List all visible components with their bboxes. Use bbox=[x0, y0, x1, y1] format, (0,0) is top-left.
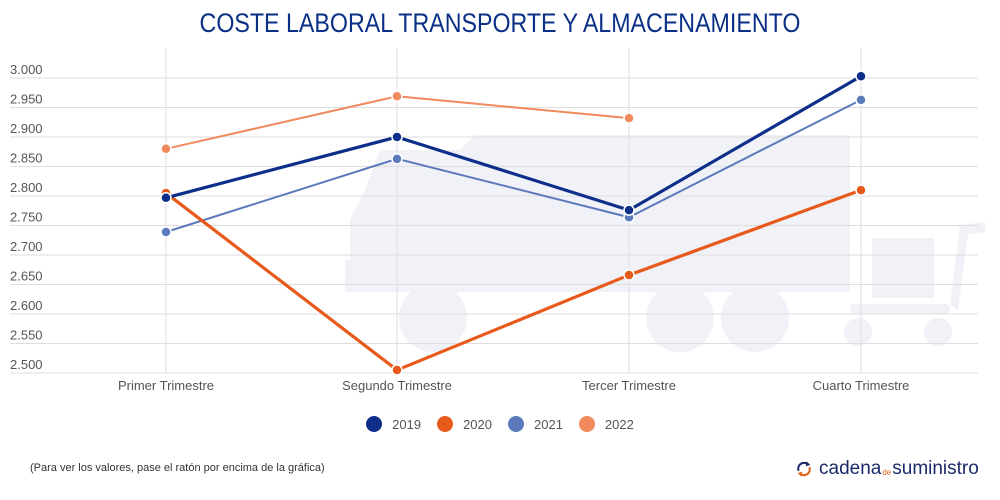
brand-logo: cadena de suministro bbox=[795, 458, 979, 480]
legend-swatch bbox=[508, 416, 524, 432]
legend-swatch bbox=[366, 416, 383, 432]
refresh-arrows-icon bbox=[797, 461, 811, 477]
legend-item-2019[interactable]: 2019 bbox=[366, 416, 421, 432]
y-tick-label: 2.800 bbox=[10, 180, 43, 195]
series-line-2020 bbox=[165, 188, 862, 372]
hover-hint-note: (Para ver los valores, pase el ratón por… bbox=[30, 462, 325, 474]
data-point-2019[interactable] bbox=[391, 131, 403, 143]
data-point-2021[interactable] bbox=[391, 153, 403, 165]
brand-name-part3: suministro bbox=[892, 458, 979, 479]
data-point-2021[interactable] bbox=[855, 94, 867, 106]
y-axis: 3.000 2.950 2.900 2.850 2.800 2.750 2.700 2.650… bbox=[10, 62, 43, 372]
legend: 2019 2020 2021 2022 bbox=[0, 416, 1000, 432]
data-point-2022[interactable] bbox=[391, 90, 403, 103]
legend-label: 2021 bbox=[534, 416, 563, 432]
legend-swatch bbox=[437, 416, 454, 432]
series-2019 bbox=[160, 70, 867, 216]
legend-item-2022[interactable]: 2022 bbox=[578, 416, 634, 432]
x-tick-label: Cuarto Trimestre bbox=[813, 378, 910, 393]
data-point-2019[interactable] bbox=[855, 70, 867, 82]
data-point-2020[interactable] bbox=[855, 184, 867, 196]
data-point-2022[interactable] bbox=[160, 143, 172, 155]
y-tick-label: 2.750 bbox=[10, 210, 43, 225]
y-tick-label: 2.950 bbox=[10, 92, 43, 107]
y-tick-label: 2.550 bbox=[10, 328, 43, 343]
series-line-2021 bbox=[165, 98, 862, 233]
legend-item-2020[interactable]: 2020 bbox=[437, 416, 492, 432]
data-point-2022[interactable] bbox=[623, 112, 635, 124]
data-point-2020[interactable] bbox=[623, 269, 635, 281]
legend-swatch bbox=[578, 416, 595, 432]
brand-name-part2: de bbox=[882, 467, 892, 477]
x-tick-label: Segundo Trimestre bbox=[342, 378, 452, 393]
brand-name-part1: cadena bbox=[819, 458, 882, 479]
truck-background-icon bbox=[345, 135, 985, 352]
legend-label: 2022 bbox=[604, 416, 634, 432]
y-tick-label: 2.850 bbox=[10, 151, 43, 166]
series-2022 bbox=[160, 90, 635, 155]
y-tick-label: 2.500 bbox=[10, 357, 43, 372]
series-lines bbox=[160, 70, 867, 376]
y-tick-label: 2.600 bbox=[10, 298, 43, 313]
legend-label: 2019 bbox=[392, 416, 422, 432]
y-tick-label: 2.700 bbox=[10, 239, 43, 254]
x-tick-label: Tercer Trimestre bbox=[582, 378, 676, 393]
data-point-2020[interactable] bbox=[391, 364, 403, 376]
y-tick-label: 3.000 bbox=[10, 62, 43, 77]
x-tick-label: Primer Trimestre bbox=[118, 378, 214, 393]
series-2020 bbox=[160, 184, 867, 376]
y-tick-label: 2.900 bbox=[10, 121, 43, 136]
data-point-2019[interactable] bbox=[160, 192, 172, 204]
data-point-2021[interactable] bbox=[160, 226, 172, 238]
y-tick-label: 2.650 bbox=[10, 269, 43, 284]
x-axis: Primer Trimestre Segundo Trimestre Tercer … bbox=[118, 378, 909, 393]
legend-item-2021[interactable]: 2021 bbox=[508, 416, 563, 432]
legend-label: 2020 bbox=[463, 416, 492, 432]
series-line-2019 bbox=[165, 74, 862, 212]
data-point-2019[interactable] bbox=[623, 204, 635, 216]
chart-title: COSTE LABORAL TRANSPORTE Y ALMACENAMIENT… bbox=[199, 8, 801, 38]
